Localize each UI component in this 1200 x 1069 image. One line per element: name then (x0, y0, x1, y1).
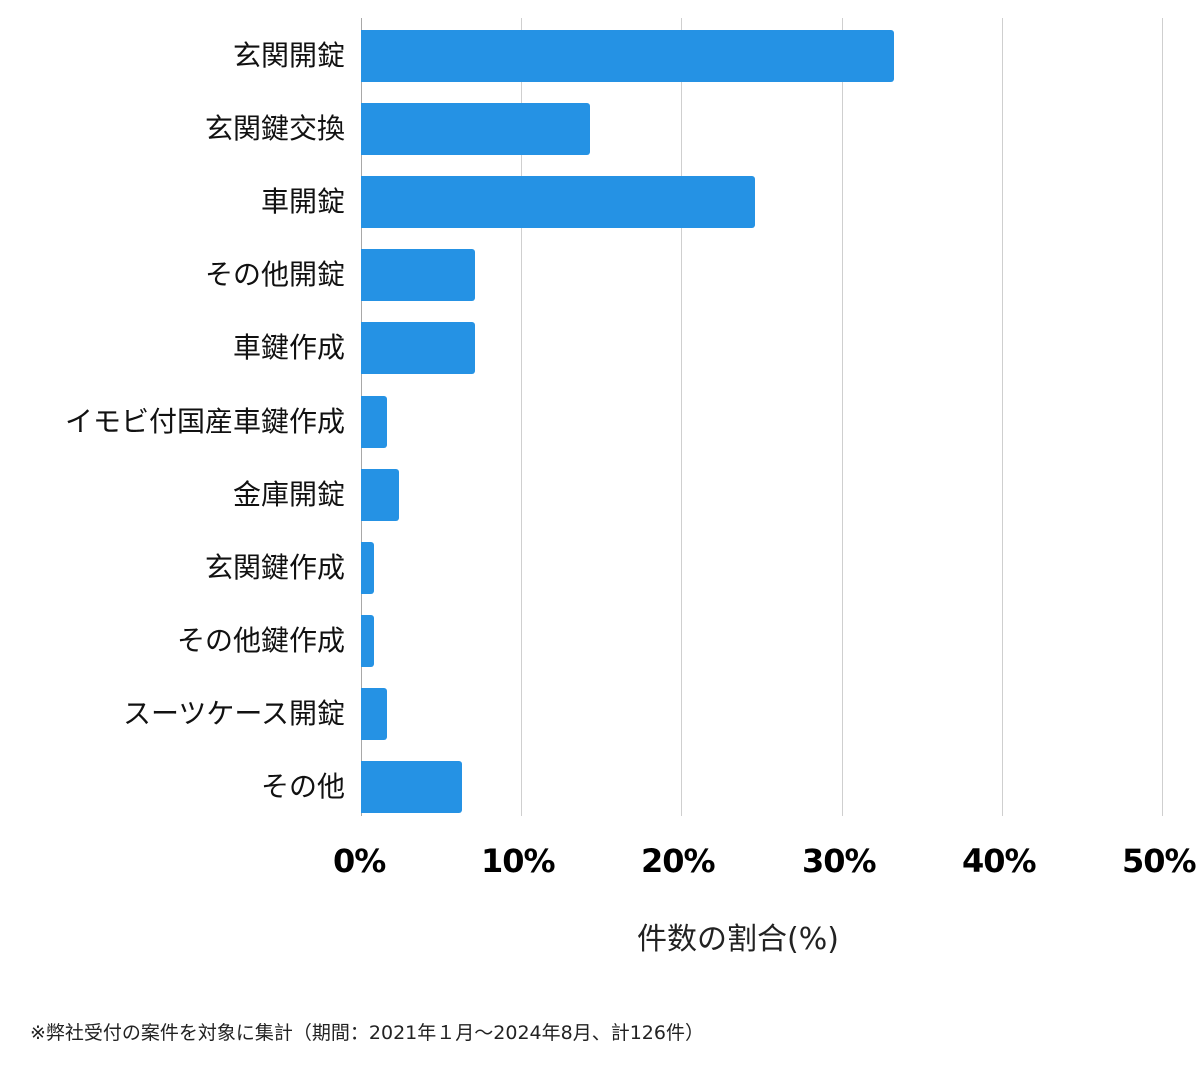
category-label: スーツケース開錠 (122, 697, 345, 730)
category-label: その他開錠 (204, 258, 345, 291)
x-axis-label: 件数の割合(%) (637, 922, 839, 957)
x-tick-label: 20% (641, 842, 716, 880)
bar (361, 322, 475, 374)
bar (361, 542, 374, 594)
category-label: 金庫開錠 (232, 478, 345, 511)
x-tick-label: 30% (802, 842, 877, 880)
gridline (842, 18, 843, 816)
bar (361, 688, 387, 740)
bar-row: 玄関開錠 (0, 30, 1200, 82)
gridline (521, 18, 522, 816)
category-label: 車鍵作成 (232, 331, 345, 364)
bar (361, 396, 387, 448)
category-label: 玄関開錠 (232, 39, 345, 72)
bar-row: イモビ付国産車鍵作成 (0, 396, 1200, 448)
gridline (1002, 18, 1003, 816)
bar (361, 761, 462, 813)
x-tick-label: 10% (481, 842, 556, 880)
category-label: その他 (260, 770, 345, 803)
bar-row: その他開錠 (0, 249, 1200, 301)
bar-row: 車鍵作成 (0, 322, 1200, 374)
bar (361, 615, 374, 667)
bar-row: 車開錠 (0, 176, 1200, 228)
bar (361, 176, 755, 228)
bar (361, 103, 590, 155)
bar (361, 249, 475, 301)
category-label: その他鍵作成 (176, 624, 345, 657)
x-tick-label: 50% (1122, 842, 1197, 880)
x-tick-label: 0% (333, 842, 386, 880)
bar-row: 玄関鍵作成 (0, 542, 1200, 594)
bar (361, 469, 399, 521)
category-label: 玄関鍵作成 (204, 551, 345, 584)
footnote: ※弊社受付の案件を対象に集計（期間：2021年１月～2024年8月、計126件） (30, 1022, 704, 1044)
bar-row: その他鍵作成 (0, 615, 1200, 667)
bar-row: 玄関鍵交換 (0, 103, 1200, 155)
bar (361, 30, 894, 82)
bar-row: その他 (0, 761, 1200, 813)
gridline (1162, 18, 1163, 816)
category-label: イモビ付国産車鍵作成 (64, 405, 345, 438)
bar-row: スーツケース開錠 (0, 688, 1200, 740)
gridline (681, 18, 682, 816)
bar-row: 金庫開錠 (0, 469, 1200, 521)
x-tick-label: 40% (962, 842, 1037, 880)
category-label: 車開錠 (260, 185, 345, 218)
category-label: 玄関鍵交換 (204, 112, 345, 145)
